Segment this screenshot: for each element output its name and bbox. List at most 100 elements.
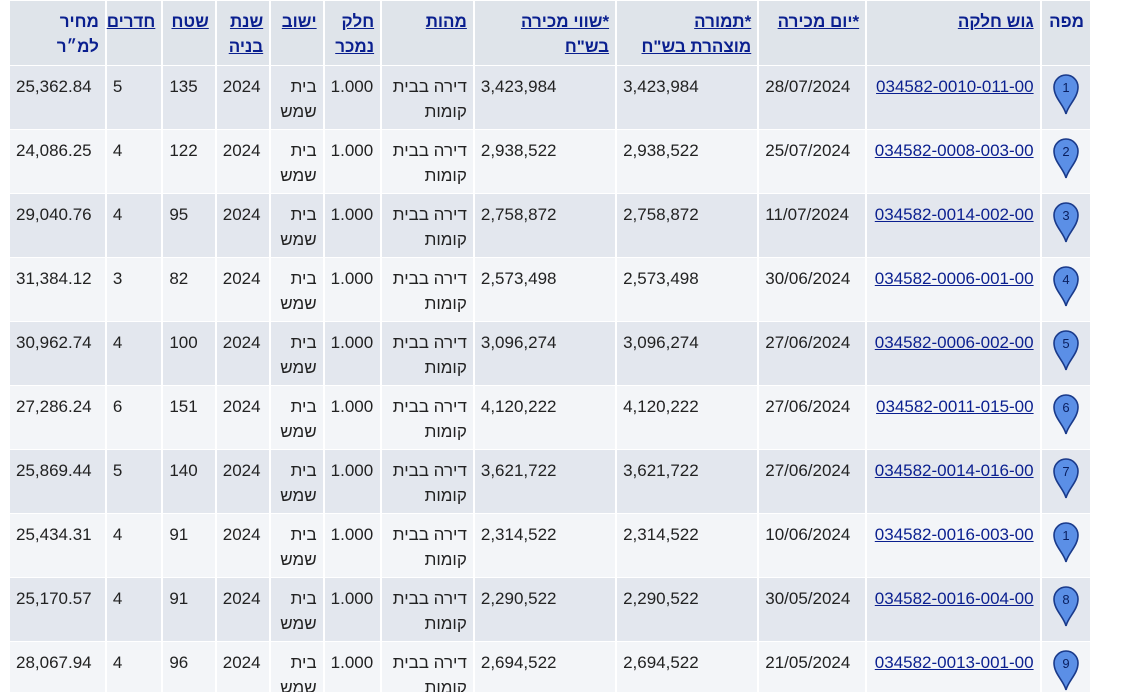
cell-area: 91 bbox=[163, 578, 215, 641]
real-estate-deals-table: מפה גוש חלקה *יום מכירה *תמורה מוצהרת בש"… bbox=[8, 0, 1092, 692]
col-header-value[interactable]: *שווי מכירה בש"ח bbox=[474, 1, 616, 65]
gush-link[interactable]: 034582-0006-002-00 bbox=[874, 333, 1034, 352]
cell-year: 2024 bbox=[216, 386, 270, 449]
map-pin-icon[interactable]: 1 bbox=[1051, 74, 1081, 120]
cell-area: 95 bbox=[163, 194, 215, 257]
cell-map[interactable]: 1 bbox=[1041, 66, 1090, 129]
map-pin-icon[interactable]: 9 bbox=[1051, 650, 1081, 692]
cell-declared: 2,758,872 bbox=[617, 194, 758, 257]
cell-map[interactable]: 2 bbox=[1041, 130, 1090, 193]
cell-declared: 4,120,222 bbox=[617, 386, 758, 449]
gush-link[interactable]: 034582-0006-001-00 bbox=[874, 269, 1034, 288]
gush-link[interactable]: 034582-0010-011-00 bbox=[876, 77, 1034, 96]
cell-map[interactable]: 4 bbox=[1041, 258, 1090, 321]
cell-gush[interactable]: 034582-0014-016-00 bbox=[867, 450, 1040, 513]
map-pin-icon[interactable]: 1 bbox=[1051, 522, 1081, 568]
cell-ppm: 25,362.84 bbox=[10, 66, 105, 129]
gush-link[interactable]: 034582-0013-001-00 bbox=[874, 653, 1034, 672]
cell-city: בית שמש bbox=[271, 386, 323, 449]
cell-map[interactable]: 9 bbox=[1041, 642, 1090, 692]
gush-link[interactable]: 034582-0011-015-00 bbox=[876, 397, 1034, 416]
table-row[interactable]: 7 034582-0014-016-00 27/06/2024 3,621,722 3,… bbox=[10, 450, 1090, 513]
gush-link[interactable]: 034582-0016-004-00 bbox=[874, 589, 1034, 608]
cell-city: בית שמש bbox=[271, 578, 323, 641]
col-header-part[interactable]: חלק נמכר bbox=[324, 1, 381, 65]
cell-date: 25/07/2024 bbox=[759, 130, 866, 193]
map-pin-icon[interactable]: 6 bbox=[1051, 394, 1081, 440]
cell-gush[interactable]: 034582-0011-015-00 bbox=[867, 386, 1040, 449]
map-pin-icon[interactable]: 3 bbox=[1051, 202, 1081, 248]
cell-date: 21/05/2024 bbox=[759, 642, 866, 692]
cell-city: בית שמש bbox=[271, 514, 323, 577]
col-header-type[interactable]: מהות bbox=[382, 1, 473, 65]
cell-year: 2024 bbox=[216, 642, 270, 692]
cell-declared: 2,938,522 bbox=[617, 130, 758, 193]
cell-part: 1.000 bbox=[324, 322, 381, 385]
cell-gush[interactable]: 034582-0016-004-00 bbox=[867, 578, 1040, 641]
col-header-ppm: מחיר למ״ר bbox=[10, 1, 105, 65]
cell-map[interactable]: 6 bbox=[1041, 386, 1090, 449]
cell-year: 2024 bbox=[216, 130, 270, 193]
cell-type: דירה בבית קומות bbox=[382, 642, 473, 692]
cell-gush[interactable]: 034582-0010-011-00 bbox=[867, 66, 1040, 129]
cell-date: 28/07/2024 bbox=[759, 66, 866, 129]
col-header-date[interactable]: *יום מכירה bbox=[759, 1, 866, 65]
pin-number: 9 bbox=[1062, 656, 1069, 671]
table-row[interactable]: 6 034582-0011-015-00 27/06/2024 4,120,222 4,… bbox=[10, 386, 1090, 449]
cell-map[interactable]: 5 bbox=[1041, 322, 1090, 385]
map-pin-icon[interactable]: 7 bbox=[1051, 458, 1081, 504]
cell-city: בית שמש bbox=[271, 322, 323, 385]
col-header-city[interactable]: ישוב bbox=[271, 1, 323, 65]
table-row[interactable]: 2 034582-0008-003-00 25/07/2024 2,938,522 2,… bbox=[10, 130, 1090, 193]
cell-rooms: 4 bbox=[106, 578, 162, 641]
col-header-year[interactable]: שנת בניה bbox=[216, 1, 270, 65]
cell-gush[interactable]: 034582-0006-001-00 bbox=[867, 258, 1040, 321]
pin-number: 7 bbox=[1062, 464, 1069, 479]
cell-value: 3,423,984 bbox=[474, 66, 616, 129]
cell-ppm: 27,286.24 bbox=[10, 386, 105, 449]
gush-link[interactable]: 034582-0014-002-00 bbox=[874, 205, 1034, 224]
table-row[interactable]: 5 034582-0006-002-00 27/06/2024 3,096,274 3,… bbox=[10, 322, 1090, 385]
table-row[interactable]: 3 034582-0014-002-00 11/07/2024 2,758,872 2,… bbox=[10, 194, 1090, 257]
table-row[interactable]: 8 034582-0016-004-00 30/05/2024 2,290,522 2,… bbox=[10, 578, 1090, 641]
pin-number: 2 bbox=[1062, 144, 1069, 159]
cell-gush[interactable]: 034582-0014-002-00 bbox=[867, 194, 1040, 257]
header-row: מפה גוש חלקה *יום מכירה *תמורה מוצהרת בש"… bbox=[10, 1, 1090, 65]
cell-map[interactable]: 1 bbox=[1041, 514, 1090, 577]
col-header-rooms[interactable]: חדרים bbox=[107, 1, 162, 65]
cell-gush[interactable]: 034582-0006-002-00 bbox=[867, 322, 1040, 385]
table-row[interactable]: 9 034582-0013-001-00 21/05/2024 2,694,522 2,… bbox=[10, 642, 1090, 692]
pin-number: 1 bbox=[1062, 80, 1069, 95]
col-header-gush[interactable]: גוש חלקה bbox=[867, 1, 1040, 65]
table-row[interactable]: 4 034582-0006-001-00 30/06/2024 2,573,498 2,… bbox=[10, 258, 1090, 321]
cell-area: 122 bbox=[163, 130, 215, 193]
map-pin-icon[interactable]: 4 bbox=[1051, 266, 1081, 312]
pin-number: 8 bbox=[1062, 592, 1069, 607]
cell-part: 1.000 bbox=[324, 66, 381, 129]
col-header-declared[interactable]: *תמורה מוצהרת בש"ח bbox=[617, 1, 758, 65]
cell-ppm: 28,067.94 bbox=[10, 642, 105, 692]
pin-number: 3 bbox=[1062, 208, 1069, 223]
cell-city: בית שמש bbox=[271, 450, 323, 513]
gush-link[interactable]: 034582-0016-003-00 bbox=[874, 525, 1034, 544]
cell-type: דירה בבית קומות bbox=[382, 450, 473, 513]
cell-area: 151 bbox=[163, 386, 215, 449]
col-header-area[interactable]: שטח bbox=[163, 1, 215, 65]
cell-date: 11/07/2024 bbox=[759, 194, 866, 257]
cell-map[interactable]: 3 bbox=[1041, 194, 1090, 257]
gush-link[interactable]: 034582-0014-016-00 bbox=[874, 461, 1034, 480]
cell-gush[interactable]: 034582-0016-003-00 bbox=[867, 514, 1040, 577]
cell-map[interactable]: 7 bbox=[1041, 450, 1090, 513]
table-row[interactable]: 1 034582-0016-003-00 10/06/2024 2,314,522 2,… bbox=[10, 514, 1090, 577]
table-row[interactable]: 1 034582-0010-011-00 28/07/2024 3,423,984 3,… bbox=[10, 66, 1090, 129]
pin-number: 5 bbox=[1062, 336, 1069, 351]
map-pin-icon[interactable]: 2 bbox=[1051, 138, 1081, 184]
cell-gush[interactable]: 034582-0013-001-00 bbox=[867, 642, 1040, 692]
cell-year: 2024 bbox=[216, 450, 270, 513]
map-pin-icon[interactable]: 5 bbox=[1051, 330, 1081, 376]
cell-gush[interactable]: 034582-0008-003-00 bbox=[867, 130, 1040, 193]
map-pin-icon[interactable]: 8 bbox=[1051, 586, 1081, 632]
gush-link[interactable]: 034582-0008-003-00 bbox=[874, 141, 1034, 160]
cell-map[interactable]: 8 bbox=[1041, 578, 1090, 641]
cell-value: 2,938,522 bbox=[474, 130, 616, 193]
